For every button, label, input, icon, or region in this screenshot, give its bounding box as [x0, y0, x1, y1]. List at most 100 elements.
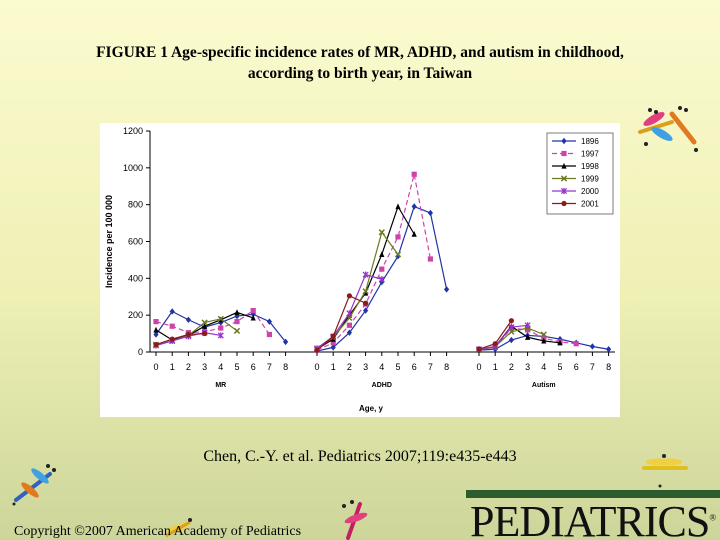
- data-point: [379, 251, 385, 257]
- data-point: [234, 319, 240, 325]
- data-point: [444, 286, 450, 293]
- x-tick-label: 7: [590, 362, 595, 372]
- y-tick-label: 800: [128, 200, 143, 210]
- data-point: [218, 319, 224, 326]
- logo-bar: [466, 490, 720, 498]
- x-tick-label: 6: [574, 362, 579, 372]
- slide-title: FIGURE 1 Age-specific incidence rates of…: [20, 42, 700, 84]
- y-tick-label: 0: [138, 347, 143, 357]
- x-tick-label: 0: [314, 362, 319, 372]
- legend-marker: [561, 162, 567, 169]
- data-point: [378, 229, 385, 236]
- logo-text: PEDIATRICS: [470, 497, 710, 540]
- x-tick-label: 2: [509, 362, 514, 372]
- data-point: [508, 318, 514, 324]
- x-tick-label: 5: [395, 362, 400, 372]
- data-point: [250, 307, 256, 314]
- data-point: [218, 325, 224, 331]
- data-point: [362, 288, 369, 295]
- x-tick-label: 7: [267, 362, 272, 372]
- x-tick-label: 3: [363, 362, 368, 372]
- legend-label: 2000: [581, 187, 599, 196]
- x-tick-label: 5: [557, 362, 562, 372]
- series-line: [316, 230, 399, 350]
- pediatrics-logo: PEDIATRICS®: [466, 490, 720, 540]
- dragonfly-icon: [342, 500, 368, 540]
- x-tick-label: 1: [493, 362, 498, 372]
- legend-label: 1998: [581, 162, 599, 171]
- y-tick-label: 1000: [123, 163, 143, 173]
- y-tick-label: 1200: [123, 126, 143, 136]
- data-point: [476, 346, 482, 352]
- data-point: [394, 251, 402, 258]
- dragonfly-icon: [165, 518, 192, 538]
- data-point: [169, 336, 175, 342]
- x-tick-label: 5: [234, 362, 239, 372]
- data-point: [153, 326, 159, 333]
- group-label: MR: [215, 382, 226, 389]
- data-point: [185, 316, 191, 323]
- data-point: [169, 308, 175, 315]
- data-point: [508, 336, 514, 344]
- x-tick-label: 1: [170, 362, 175, 372]
- data-point: [330, 340, 336, 346]
- data-point: [411, 231, 417, 237]
- data-point: [185, 331, 191, 338]
- data-point: [153, 342, 159, 348]
- dragonfly-icon: [638, 106, 698, 152]
- data-point: [427, 209, 433, 217]
- data-point: [541, 337, 547, 344]
- data-point: [411, 203, 417, 210]
- x-tick-label: 1: [331, 362, 336, 372]
- legend-label: 1896: [581, 137, 599, 146]
- data-point: [266, 331, 272, 338]
- y-tick-label: 200: [128, 310, 143, 320]
- series-line: [478, 324, 528, 350]
- x-tick-label: 0: [153, 362, 158, 372]
- legend-marker: [560, 187, 568, 195]
- dragonfly-icon: [642, 454, 688, 488]
- x-tick-label: 0: [476, 362, 481, 372]
- data-point: [362, 271, 369, 278]
- data-point: [330, 333, 336, 339]
- data-point: [589, 343, 595, 350]
- dragonfly-icon: [12, 464, 56, 506]
- data-point: [346, 293, 352, 299]
- data-point: [201, 319, 208, 326]
- data-point: [573, 341, 579, 347]
- group-label: Autism: [532, 382, 556, 389]
- data-point: [525, 334, 531, 340]
- series-line: [155, 309, 270, 335]
- legend-marker: [561, 200, 567, 207]
- x-tick-label: 4: [541, 362, 546, 372]
- title-line-2: according to birth year, in Taiwan: [247, 65, 473, 82]
- data-point: [427, 256, 433, 262]
- data-point: [395, 234, 401, 240]
- x-tick-label: 6: [412, 362, 417, 372]
- data-point: [557, 339, 563, 346]
- data-point: [411, 171, 417, 177]
- series-line: [155, 332, 205, 346]
- x-tick-label: 3: [202, 362, 207, 372]
- x-tick-label: 8: [444, 362, 449, 372]
- legend-marker: [560, 175, 568, 182]
- data-point: [346, 310, 353, 317]
- legend-marker: [561, 137, 567, 145]
- data-point: [153, 331, 159, 338]
- series-line: [316, 174, 431, 351]
- x-tick-label: 4: [218, 362, 223, 372]
- x-tick-label: 2: [347, 362, 352, 372]
- x-tick-label: 2: [186, 362, 191, 372]
- title-line-1: FIGURE 1 Age-specific incidence rates of…: [96, 44, 624, 61]
- data-point: [606, 346, 612, 353]
- data-point: [233, 327, 241, 334]
- logo-wordmark: PEDIATRICS®: [470, 496, 716, 540]
- x-tick-label: 7: [428, 362, 433, 372]
- data-point: [395, 203, 401, 210]
- data-point: [524, 322, 531, 329]
- data-point: [508, 324, 515, 331]
- data-point: [250, 314, 256, 321]
- x-axis-title: Age, y: [359, 404, 384, 413]
- y-tick-label: 400: [128, 273, 143, 283]
